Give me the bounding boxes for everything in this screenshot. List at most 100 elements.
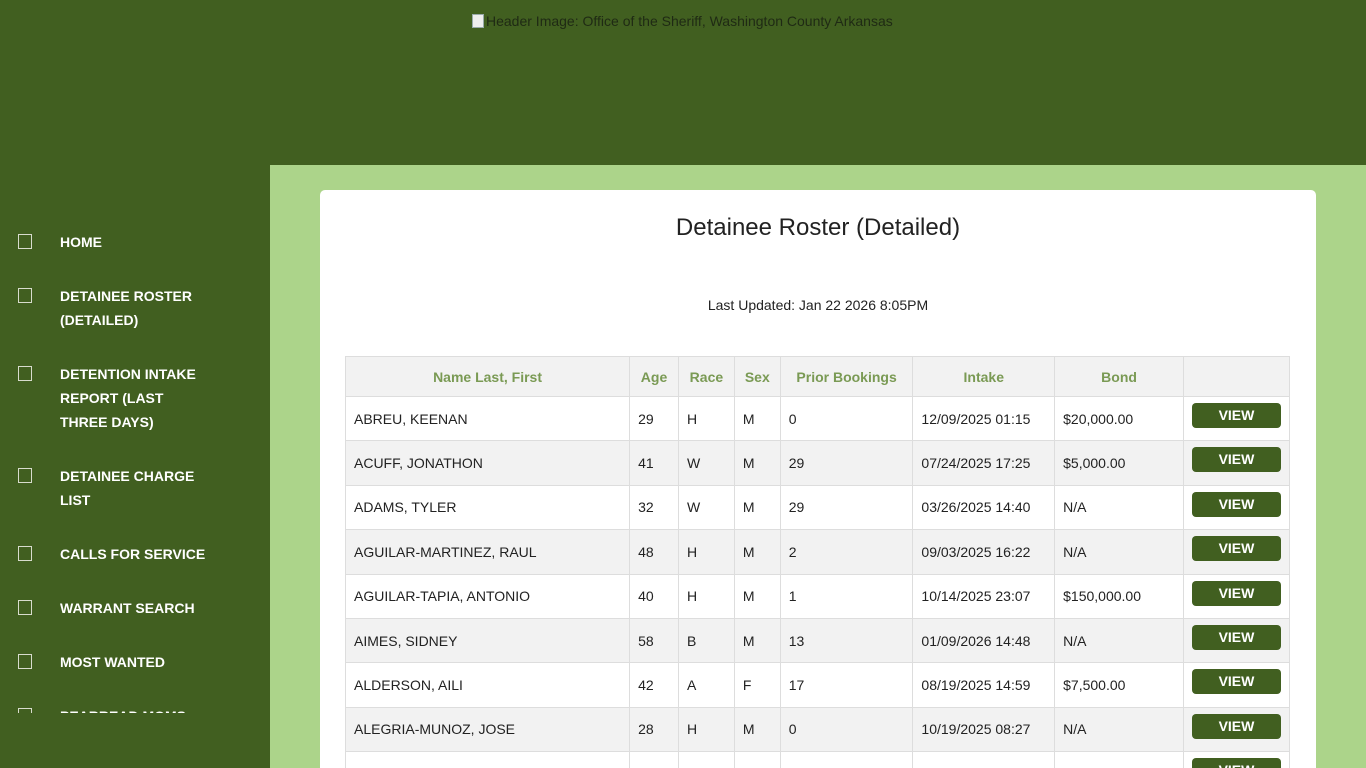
table-cell: 28 [629, 706, 679, 753]
nav-icon [18, 468, 32, 483]
table-cell: 42 [629, 662, 679, 708]
column-header: Name Last, First [344, 356, 631, 397]
table-row: ABREU, KEENAN 29 H M 0 12/09/2025 01:15 $20,00… [344, 395, 1291, 442]
view-button[interactable]: VIEW [1191, 403, 1281, 428]
table-cell: 29 [779, 484, 914, 531]
action-cell: VIEW [1182, 573, 1291, 619]
table-cell: N/A [1054, 706, 1184, 753]
table-cell: 32 [629, 484, 679, 531]
sidebar: HOME DETAINEE ROSTER (DETAILED) DETENTION … [0, 165, 270, 768]
sidebar-item-label: DETENTION INTAKE REPORT (LAST THREE DAYS… [60, 366, 196, 430]
sidebar-item-label: DETAINEE CHARGE LIST [60, 468, 195, 508]
sidebar-item-label: HOME [60, 234, 102, 250]
table-header-row: Name Last, First Age Race Sex Prior Bookings… [344, 356, 1291, 397]
column-header [1182, 356, 1291, 397]
view-button[interactable]: VIEW [1191, 536, 1281, 562]
column-header: Race [677, 356, 735, 397]
action-cell: VIEW [1182, 751, 1291, 768]
column-header: Sex [733, 356, 781, 397]
table-cell: $5,000.00 [1054, 440, 1184, 486]
table-cell: M [733, 529, 781, 575]
action-cell: VIEW [1182, 484, 1291, 531]
main-content: Detainee Roster (Detailed) Last Updated:… [270, 165, 1366, 768]
table-cell: B [677, 617, 735, 664]
table-cell: $7,500.00 [1054, 662, 1184, 708]
table-cell: 2 [779, 529, 914, 575]
last-updated: Last Updated: Jan 22 2026 8:05PM [707, 297, 929, 313]
table-cell: 58 [629, 617, 679, 664]
sidebar-item-label: DETAINEE ROSTER (DETAILED) [60, 288, 192, 328]
action-cell: VIEW [1182, 617, 1291, 664]
table-cell: $150,000.00 [1054, 573, 1184, 619]
action-cell: VIEW [1182, 440, 1291, 486]
view-button[interactable]: VIEW [1191, 669, 1281, 695]
table-cell: F [733, 662, 781, 708]
page-title: Detainee Roster (Detailed) [675, 214, 961, 241]
table-cell: M [733, 617, 781, 664]
table-cell: M [733, 484, 781, 531]
sidebar-nav: HOME DETAINEE ROSTER (DETAILED) DETENTION … [0, 230, 270, 713]
sidebar-item-warrant-search[interactable]: WARRANT SEARCH [0, 596, 270, 620]
column-header: Prior Bookings [779, 356, 914, 397]
action-cell: VIEW [1182, 395, 1291, 442]
header: Header Image: Office of the Sheriff, Was… [0, 0, 1366, 165]
table-cell: N/A [1054, 529, 1184, 575]
table-cell: 17 [779, 662, 914, 708]
nav-icon [18, 234, 32, 249]
table-cell: 0 [779, 706, 914, 753]
view-button[interactable]: VIEW [1191, 580, 1281, 606]
table-cell [779, 751, 914, 768]
table-cell: AIMES, SIDNEY [344, 617, 631, 664]
sidebar-item-detention-intake-report-last-three-days[interactable]: DETENTION INTAKE REPORT (LAST THREE DAYS… [0, 362, 270, 434]
table-cell: 1 [779, 573, 914, 619]
table-cell [1054, 751, 1184, 768]
table-cell: W [677, 440, 735, 486]
table-cell: N/A [1054, 617, 1184, 664]
table-row: AIMES, SIDNEY 58 B M 13 01/09/2026 14:48 N/A VI… [344, 617, 1291, 664]
table-cell: AGUILAR-MARTINEZ, RAUL [344, 529, 631, 575]
table-cell: 01/09/2026 14:48 [912, 617, 1056, 664]
table-cell: ALEGRIA-MUNOZ, JOSE [344, 706, 631, 753]
header-image-alt: Header Image: Office of the Sheriff, Was… [486, 13, 893, 29]
sidebar-item-most-wanted[interactable]: MOST WANTED [0, 650, 270, 674]
table-row: VIEW [344, 751, 1291, 768]
column-header: Bond [1054, 356, 1184, 397]
table-cell: ABREU, KEENAN [344, 395, 631, 442]
table-cell: 10/19/2025 08:27 [912, 706, 1056, 753]
table-cell: ACUFF, JONATHON [344, 440, 631, 486]
view-button[interactable]: VIEW [1191, 447, 1281, 473]
table-cell: N/A [1054, 484, 1184, 531]
nav-icon [18, 366, 32, 381]
table-cell [344, 751, 631, 768]
table-cell: 12/09/2025 01:15 [912, 395, 1056, 442]
sidebar-item-pearread-moms[interactable]: PEARREAD MOMS [0, 704, 270, 713]
table-cell: AGUILAR-TAPIA, ANTONIO [344, 573, 631, 619]
view-button[interactable]: VIEW [1191, 758, 1281, 768]
table-row: ACUFF, JONATHON 41 W M 29 07/24/2025 17:25 $5,… [344, 440, 1291, 486]
table-cell: M [733, 440, 781, 486]
view-button[interactable]: VIEW [1191, 491, 1281, 517]
sidebar-item-label: CALLS FOR SERVICE [60, 546, 206, 562]
table-cell: 41 [629, 440, 679, 486]
action-cell: VIEW [1182, 706, 1291, 753]
view-button[interactable]: VIEW [1191, 713, 1281, 739]
table-cell: M [733, 706, 781, 753]
column-header: Intake [912, 356, 1056, 397]
nav-icon [18, 654, 32, 669]
action-cell: VIEW [1182, 662, 1291, 708]
view-button[interactable]: VIEW [1191, 624, 1281, 650]
sidebar-item-detainee-charge-list[interactable]: DETAINEE CHARGE LIST [0, 464, 270, 512]
nav-icon [18, 288, 32, 303]
nav-icon [18, 708, 32, 713]
header-image: Header Image: Office of the Sheriff, Was… [472, 13, 893, 29]
table-row: AGUILAR-TAPIA, ANTONIO 40 H M 1 10/14/2025 23… [344, 573, 1291, 619]
table-cell: 13 [779, 617, 914, 664]
table-cell: H [677, 706, 735, 753]
table-cell: ADAMS, TYLER [344, 484, 631, 531]
table-cell: 07/24/2025 17:25 [912, 440, 1056, 486]
sidebar-item-home[interactable]: HOME [0, 230, 270, 254]
table-cell: 09/03/2025 16:22 [912, 529, 1056, 575]
sidebar-item-detainee-roster-detailed[interactable]: DETAINEE ROSTER (DETAILED) [0, 284, 270, 332]
table-cell: A [677, 662, 735, 708]
sidebar-item-calls-for-service[interactable]: CALLS FOR SERVICE [0, 542, 270, 566]
